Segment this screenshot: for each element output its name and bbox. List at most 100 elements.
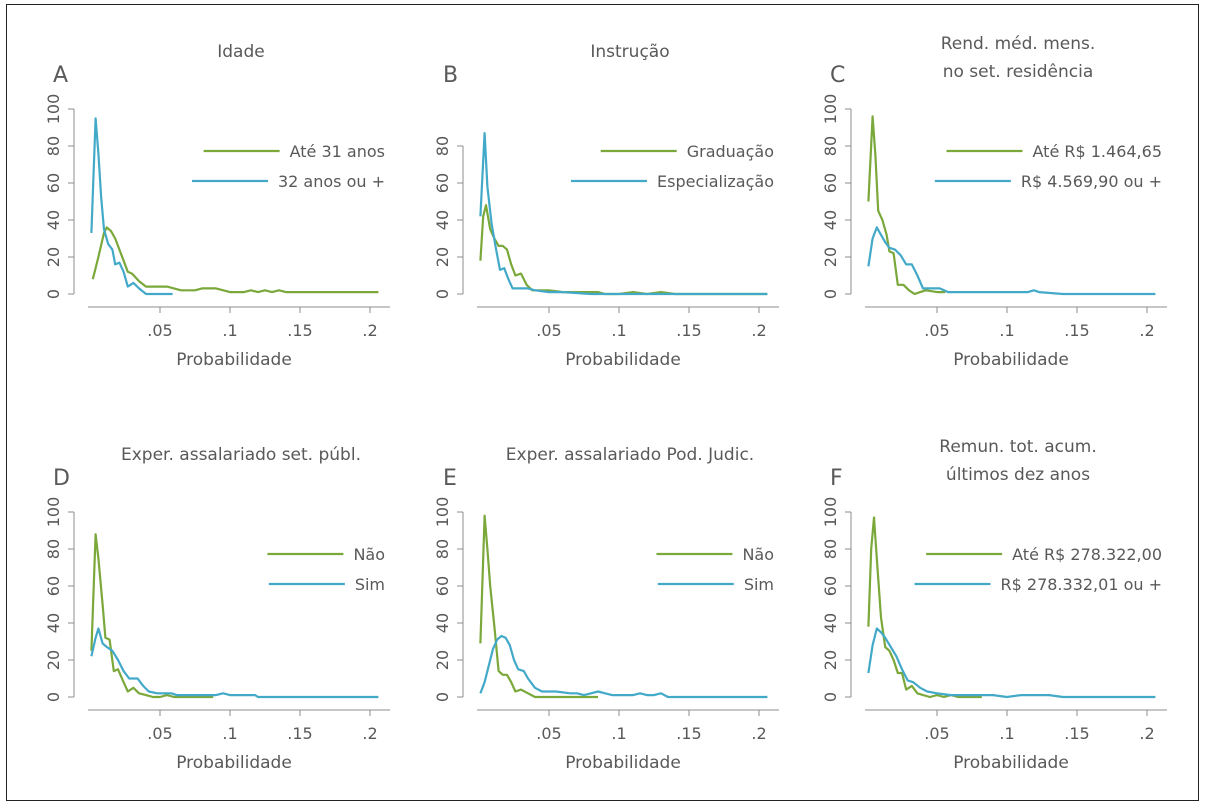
y-tick-label: 0 (433, 289, 452, 299)
y-tick-label: 20 (433, 247, 452, 267)
y-tick-label: 60 (821, 576, 840, 596)
x-tick-label: .2 (1139, 321, 1154, 340)
x-axis-title: Probabilidade (953, 753, 1069, 773)
x-tick-label: .15 (676, 321, 701, 340)
x-axis-title: Probabilidade (176, 350, 292, 370)
y-tick-label: 40 (821, 210, 840, 230)
y-tick-label: 0 (821, 692, 840, 702)
x-tick-label: .05 (147, 724, 172, 743)
y-tick-label: 0 (44, 289, 63, 299)
y-tick-label: 0 (433, 692, 452, 702)
x-tick-label: .2 (751, 321, 766, 340)
y-tick-label: 0 (821, 289, 840, 299)
y-tick-label: 100 (44, 497, 63, 528)
x-tick-label: .05 (147, 321, 172, 340)
legend-label: Até 31 anos (290, 142, 385, 161)
panel-title: Idade (217, 42, 264, 62)
legend: Até R$ 278.322,00 R$ 278.332,01 ou + (914, 545, 1163, 594)
series-line-1 (479, 514, 598, 699)
legend: Não Sim (656, 545, 774, 594)
series-line-2 (867, 627, 1156, 699)
y-tick-label: 100 (821, 497, 840, 528)
series-line-2 (479, 132, 768, 296)
panel-letter: D (53, 466, 70, 491)
panel-e: E Exper. assalariado Pod. Judic. 0 20 40 60 80… (433, 445, 779, 773)
panel-letter: C (830, 63, 845, 88)
x-tick-label: .05 (924, 724, 949, 743)
panel-letter: A (53, 63, 68, 88)
panel-letter: B (443, 63, 458, 88)
panel-c: C Rend. méd. mens. no set. residência 0 20 40… (821, 34, 1167, 370)
panel-title: Exper. assalariado set. públ. (121, 445, 361, 465)
x-tick-label: .2 (751, 724, 766, 743)
legend-label: Não (353, 545, 385, 564)
series-line-1 (479, 204, 768, 296)
x-tick-label: .15 (287, 321, 312, 340)
y-tick-label: 80 (821, 539, 840, 559)
series-line-2 (479, 634, 768, 699)
panel-title: no set. residência (943, 62, 1094, 82)
panel-title: Instrução (590, 42, 669, 62)
y-tick-label: 20 (433, 650, 452, 670)
x-tick-label: .15 (676, 724, 701, 743)
chart-grid: A Idade 0 20 40 60 80 100 .05 .1 .15 .2 Probabilidad… (44, 34, 1167, 773)
x-tick-label: .1 (611, 321, 626, 340)
series-line-2 (90, 627, 379, 699)
x-tick-label: .1 (611, 724, 626, 743)
y-tick-label: 60 (433, 173, 452, 193)
legend: Até R$ 1.464,65 R$ 4.569,90 ou + (934, 142, 1163, 191)
series-line-1 (90, 533, 214, 699)
legend-label: R$ 278.332,01 ou + (1001, 575, 1163, 594)
legend: Graduação Especialização (571, 142, 774, 191)
legend-label: Não (742, 545, 774, 564)
legend-label: Sim (744, 575, 774, 594)
y-tick-label: 20 (44, 247, 63, 267)
y-tick-label: 100 (433, 497, 452, 528)
y-tick-label: 40 (433, 613, 452, 633)
x-tick-label: .15 (1064, 321, 1089, 340)
y-tick-label: 100 (44, 94, 63, 125)
x-tick-label: .05 (536, 724, 561, 743)
x-axis-title: Probabilidade (565, 753, 681, 773)
panel-letter: E (443, 466, 457, 491)
y-tick-label: 60 (44, 173, 63, 193)
x-tick-label: .1 (999, 724, 1014, 743)
series-line-1 (867, 115, 946, 296)
x-axis-title: Probabilidade (176, 753, 292, 773)
x-tick-label: .1 (222, 321, 237, 340)
y-tick-label: 40 (821, 613, 840, 633)
panel-title: Remun. tot. acum. (939, 437, 1096, 457)
legend-label: Especialização (657, 172, 774, 191)
series-line-1 (91, 226, 379, 294)
legend: Não Sim (267, 545, 385, 594)
y-tick-label: 20 (44, 650, 63, 670)
y-tick-label: 80 (433, 136, 452, 156)
panel-b: B Instrução 0 20 40 60 80 .05 .1 .15 .2 Probabilida… (433, 42, 779, 370)
panel-title: últimos dez anos (946, 465, 1090, 485)
x-tick-label: .1 (999, 321, 1014, 340)
x-axis-title: Probabilidade (565, 350, 681, 370)
y-tick-label: 80 (44, 539, 63, 559)
y-tick-label: 20 (821, 650, 840, 670)
x-tick-label: .05 (924, 321, 949, 340)
y-tick-label: 40 (44, 210, 63, 230)
x-tick-label: .2 (1139, 724, 1154, 743)
y-tick-label: 80 (433, 539, 452, 559)
legend-label: Até R$ 278.322,00 (1012, 545, 1162, 564)
x-tick-label: .2 (362, 724, 377, 743)
y-tick-label: 40 (433, 210, 452, 230)
series-line-2 (90, 117, 173, 296)
x-tick-label: .1 (222, 724, 237, 743)
legend-label: R$ 4.569,90 ou + (1021, 172, 1162, 191)
panel-title: Rend. méd. mens. (941, 34, 1096, 54)
legend-label: Graduação (687, 142, 774, 161)
legend-label: Até R$ 1.464,65 (1033, 142, 1163, 161)
y-tick-label: 60 (821, 173, 840, 193)
x-axis-title: Probabilidade (953, 350, 1069, 370)
y-tick-label: 60 (433, 576, 452, 596)
series-line-2 (867, 226, 1156, 296)
legend-label: 32 anos ou + (278, 172, 385, 191)
series-line-1 (867, 516, 982, 699)
x-tick-label: .05 (536, 321, 561, 340)
y-tick-label: 20 (821, 247, 840, 267)
